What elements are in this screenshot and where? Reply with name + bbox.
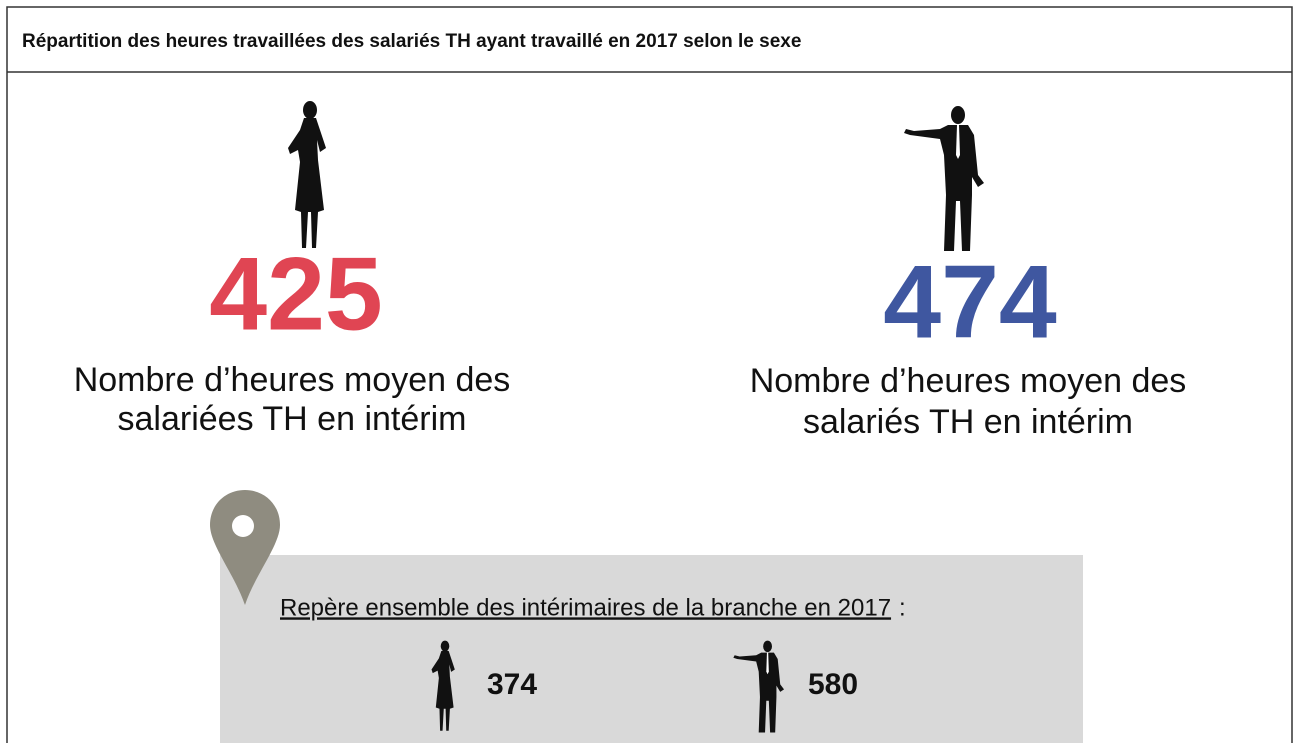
reference-men: 580 bbox=[808, 668, 858, 701]
men-value: 474 bbox=[883, 244, 1057, 360]
women-value: 425 bbox=[209, 236, 383, 352]
frame bbox=[6, 6, 1293, 748]
men-label: salariés TH en intérim bbox=[803, 403, 1133, 441]
reference-women: 374 bbox=[487, 668, 537, 701]
women-label: Nombre d’heures moyen des bbox=[74, 361, 511, 399]
title: Répartition des heures travaillées des s… bbox=[22, 31, 801, 52]
pin-hole bbox=[232, 515, 254, 537]
reference-box bbox=[220, 555, 1083, 743]
pin-icon bbox=[210, 490, 280, 605]
reference-label: Repère ensemble des intérimaires de la b… bbox=[280, 594, 891, 621]
reference-suffix: : bbox=[899, 594, 906, 621]
men-label: Nombre d’heures moyen des bbox=[750, 362, 1187, 400]
women-label: salariées TH en intérim bbox=[118, 400, 467, 438]
woman-icon bbox=[288, 101, 326, 248]
man-icon bbox=[904, 106, 984, 251]
